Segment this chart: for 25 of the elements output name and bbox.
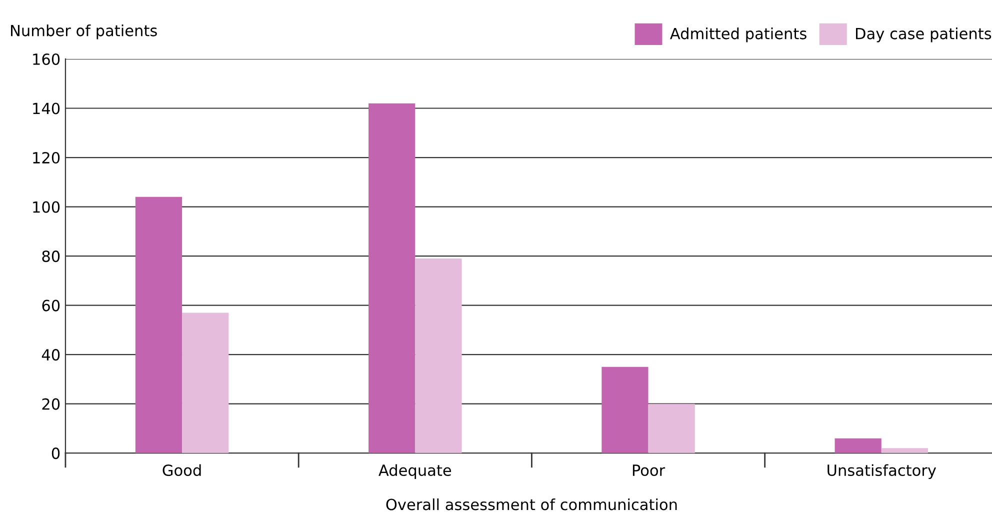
x-tick-label: Adequate xyxy=(378,464,452,479)
y-tick-label: 60 xyxy=(42,300,60,312)
bar xyxy=(135,196,182,454)
y-axis-title: Number of patients xyxy=(11,24,157,40)
bar xyxy=(368,103,416,454)
y-tick-label: 80 xyxy=(42,250,60,262)
y-tick-label: 140 xyxy=(33,102,60,114)
y-tick-label: 160 xyxy=(33,53,60,66)
y-tick-label: 40 xyxy=(42,349,60,361)
legend-label: Admitted patients xyxy=(670,28,806,42)
x-tick-label: Unsatisfactory xyxy=(828,464,936,479)
y-tick-label: 100 xyxy=(33,201,60,213)
y-tick-label: 0 xyxy=(52,448,60,460)
bar xyxy=(182,312,229,454)
x-tick-label: Good xyxy=(162,464,201,476)
bar xyxy=(602,366,648,454)
bar xyxy=(415,258,462,454)
bar xyxy=(648,404,695,454)
legend-label: Day case patients xyxy=(856,28,992,42)
bar xyxy=(881,448,928,454)
y-tick-label: 20 xyxy=(42,398,60,410)
bar xyxy=(834,438,882,454)
x-axis-title: Overall assessment of communication xyxy=(386,498,677,510)
y-tick-label: 120 xyxy=(33,152,60,164)
x-tick-label: Poor xyxy=(632,464,666,476)
